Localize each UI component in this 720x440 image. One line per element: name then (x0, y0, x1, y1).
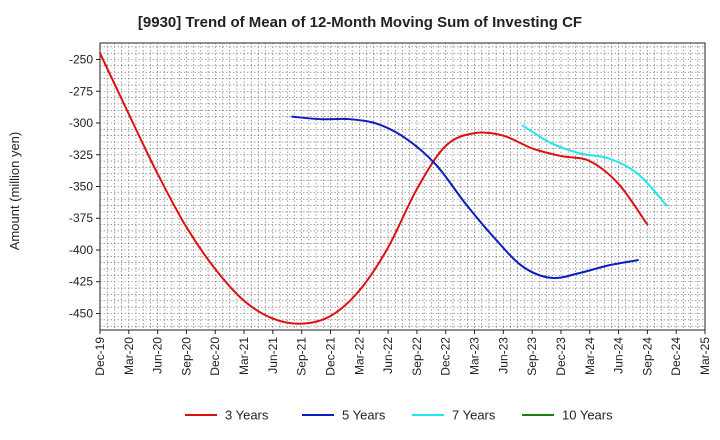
x-tick-label: Mar-23 (468, 337, 482, 375)
x-tick-label: Dec-20 (208, 337, 222, 376)
x-tick-label: Sep-20 (179, 337, 193, 376)
series-layer (99, 52, 668, 325)
x-tick-label: Jun-24 (612, 337, 626, 374)
x-tick-label: Mar-20 (122, 337, 136, 375)
y-tick-label: -350 (69, 180, 93, 194)
x-tick-label: Sep-21 (295, 337, 309, 376)
legend-label-7-years: 7 Years (452, 408, 496, 423)
series-line-5-years (291, 115, 639, 280)
legend-label-10-years: 10 Years (562, 408, 613, 423)
x-tick-label: Jun-23 (496, 337, 510, 374)
x-tick-label: Dec-19 (93, 337, 107, 376)
x-axis: Dec-19 Mar-20 Jun-20 Sep-20 Dec-20 Mar-21 Jun-… (93, 330, 712, 376)
gridlines (100, 43, 705, 330)
x-tick-label: Mar-24 (583, 337, 597, 375)
y-tick-label: -250 (69, 53, 93, 67)
y-tick-label: -325 (69, 148, 93, 162)
y-tick-label: -425 (69, 275, 93, 289)
x-tick-label: Sep-24 (640, 337, 654, 376)
y-tick-label: -375 (69, 211, 93, 225)
series-line-3-years (99, 52, 649, 325)
y-tick-label: -450 (69, 306, 93, 320)
y-tick-label: -400 (69, 243, 93, 257)
y-tick-label: -275 (69, 84, 93, 98)
x-tick-label: Jun-20 (151, 337, 165, 374)
legend-label-3-years: 3 Years (225, 408, 269, 423)
legend-label-5-years: 5 Years (342, 408, 386, 423)
y-axis-label: Amount (million yen) (7, 132, 22, 251)
legend: 3 Years 5 Years 7 Years 10 Years (185, 408, 613, 423)
x-tick-label: Dec-24 (669, 337, 683, 376)
x-tick-label: Dec-23 (554, 337, 568, 376)
x-tick-label: Mar-21 (237, 337, 251, 375)
x-tick-label: Sep-23 (525, 337, 539, 376)
x-tick-label: Sep-22 (410, 337, 424, 376)
y-axis: -250 -275 -300 -325 -350 -375 -400 -425 -450 (69, 53, 100, 320)
x-tick-label: Mar-22 (352, 337, 366, 375)
x-tick-label: Jun-22 (381, 337, 395, 374)
x-tick-label: Jun-21 (266, 337, 280, 374)
y-tick-label: -300 (69, 116, 93, 130)
x-tick-label: Mar-25 (698, 337, 712, 375)
x-tick-label: Dec-21 (323, 337, 337, 376)
x-tick-label: Dec-22 (439, 337, 453, 376)
chart-title: [9930] Trend of Mean of 12-Month Moving … (138, 14, 582, 31)
series-line-7-years (521, 124, 668, 207)
